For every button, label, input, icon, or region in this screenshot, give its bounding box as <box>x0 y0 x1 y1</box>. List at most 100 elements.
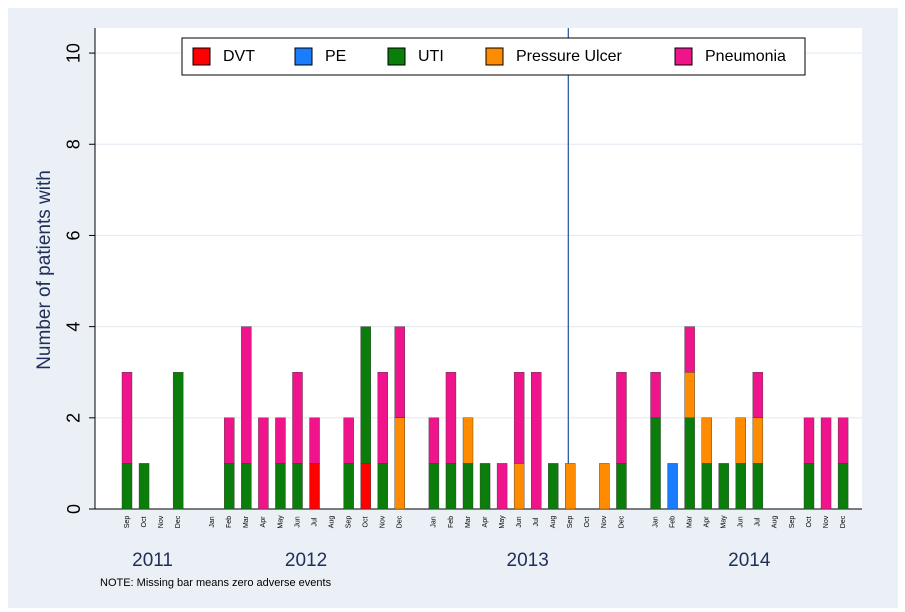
y-tick-label: 0 <box>64 504 84 514</box>
bar-segment <box>224 463 235 510</box>
x-tick-label: Jun <box>738 516 745 527</box>
x-tick-label: Jan <box>652 516 659 527</box>
y-tick-label: 6 <box>64 230 84 240</box>
bar-segment <box>224 417 235 464</box>
bar-segment <box>445 463 457 510</box>
x-tick-label: Sep <box>567 516 574 529</box>
legend-swatch <box>192 47 211 66</box>
bar-segment <box>820 417 832 510</box>
y-axis-label: Number of patients with <box>34 170 55 370</box>
x-tick-label: Aug <box>772 516 779 529</box>
y-tick-label: 2 <box>64 413 84 423</box>
bar-segment <box>377 463 388 510</box>
bar-segment <box>513 372 525 464</box>
bar-segment <box>292 463 303 510</box>
bar-segment <box>360 463 371 510</box>
bar-segment <box>138 463 150 510</box>
x-tick-label: Apr <box>482 516 489 528</box>
legend-label: PE <box>325 48 346 65</box>
legend-label: DVT <box>223 48 255 65</box>
x-tick-label: Sep <box>345 516 352 529</box>
legend-label: Pressure Ulcer <box>516 48 622 65</box>
bar-segment <box>803 417 815 464</box>
x-tick-label: May <box>721 515 728 529</box>
bar-segment <box>360 326 371 464</box>
x-tick-label: Jul <box>755 517 762 526</box>
x-tick-label: Aug <box>328 516 335 529</box>
y-tick-label: 10 <box>64 43 84 63</box>
x-tick-label: Jan <box>209 516 216 527</box>
bar-segment <box>428 417 440 464</box>
bar-segment <box>275 417 286 464</box>
bar-segment <box>462 463 474 510</box>
bar-segment <box>718 463 729 510</box>
bar-segment <box>241 463 252 510</box>
bar-segment <box>616 372 627 464</box>
bar-segment <box>701 463 712 510</box>
bar-segment <box>803 463 815 510</box>
x-tick-label: May <box>277 515 284 529</box>
bar-segment <box>292 372 303 464</box>
bar-segment <box>445 372 457 464</box>
bar-segment <box>684 417 695 510</box>
bar-segment <box>428 463 440 510</box>
x-tick-label: Mar <box>686 515 693 528</box>
legend-swatch <box>387 47 406 66</box>
bar-segment <box>275 463 286 510</box>
x-tick-label: Dec <box>175 515 182 528</box>
bar-segment <box>121 463 133 510</box>
bar-segment <box>309 463 320 510</box>
x-tick-label: Apr <box>260 516 267 528</box>
bar-segment <box>513 463 525 510</box>
bar-segment <box>752 372 764 419</box>
x-tick-label: Apr <box>704 516 711 528</box>
bar-segment <box>241 326 252 464</box>
bar-segment <box>650 372 661 419</box>
bar-segment <box>172 372 184 510</box>
bar-segment <box>735 463 746 510</box>
x-tick-label: Jul <box>311 517 318 526</box>
legend-swatch <box>294 47 313 66</box>
bar-segment <box>309 417 320 464</box>
bar-segment <box>616 463 627 510</box>
x-tick-label: Aug <box>550 516 557 529</box>
x-tick-label: Oct <box>363 517 370 528</box>
year-label: 2013 <box>507 550 549 571</box>
x-tick-label: Sep <box>124 516 131 529</box>
legend-label: Pneumonia <box>705 48 786 65</box>
y-tick-label: 4 <box>64 322 84 332</box>
plot-area <box>95 28 862 509</box>
bar-segment <box>496 463 508 510</box>
x-tick-label: Nov <box>158 515 165 528</box>
legend-label: UTI <box>418 48 444 65</box>
x-tick-label: Oct <box>584 517 591 528</box>
bar-segment <box>121 372 133 464</box>
bar-segment <box>837 463 849 510</box>
x-tick-label: Nov <box>601 515 608 528</box>
bar-segment <box>394 326 405 419</box>
x-tick-label: Oct <box>141 517 148 528</box>
bar-segment <box>531 372 542 510</box>
bar-segment <box>479 463 491 510</box>
bar-segment <box>735 417 746 464</box>
year-label: 2014 <box>728 550 771 571</box>
bar-segment <box>565 463 576 510</box>
bar-segment <box>650 417 661 510</box>
bar-segment <box>462 417 474 464</box>
x-tick-label: Feb <box>669 516 676 528</box>
bar-segment <box>752 463 764 510</box>
x-tick-label: Mar <box>465 515 472 528</box>
x-tick-label: May <box>499 515 506 529</box>
x-tick-label: Jun <box>294 516 301 527</box>
legend-swatch <box>485 47 504 66</box>
year-label: 2011 <box>132 550 173 571</box>
bar-segment <box>684 326 695 373</box>
x-tick-label: Jan <box>431 516 438 527</box>
x-tick-label: Oct <box>806 517 813 528</box>
bar-segment <box>343 463 354 510</box>
bar-segment <box>394 417 405 510</box>
x-tick-label: Feb <box>448 516 455 528</box>
note: NOTE: Missing bar means zero adverse eve… <box>100 577 332 589</box>
x-tick-label: Sep <box>789 516 796 529</box>
